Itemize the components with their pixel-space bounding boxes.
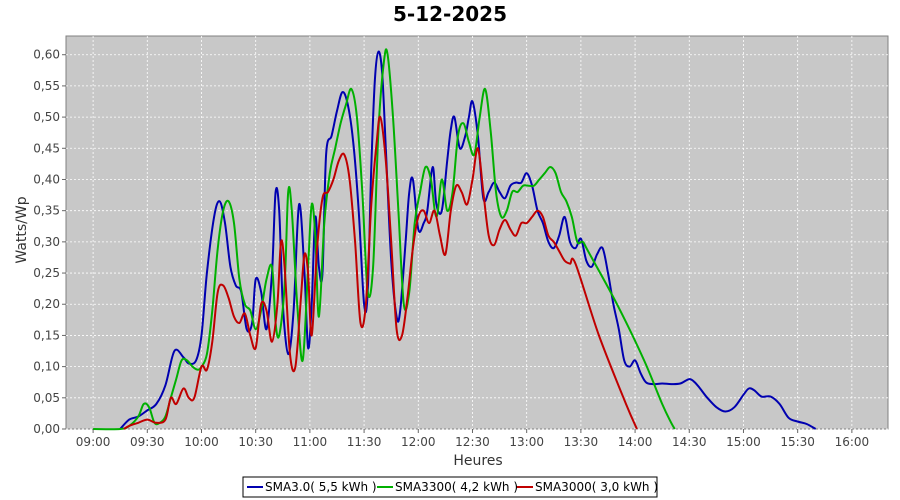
grid-lines bbox=[66, 36, 888, 430]
x-tick-label: 14:00 bbox=[618, 435, 653, 449]
x-axis-ticks: 09:00 09:30 10:00 10:30 11:00 11:30 12:00 12:30… bbox=[76, 429, 869, 449]
y-tick-label: 0,45 bbox=[33, 141, 60, 155]
plot-area bbox=[65, 35, 889, 430]
legend: SMA3.0( 5,5 kWh ) SMA3300( 4,2 kWh ) SMA30… bbox=[242, 476, 658, 498]
series-lines bbox=[93, 48, 817, 431]
x-tick-label: 09:00 bbox=[76, 435, 111, 449]
series-line-2 bbox=[123, 115, 638, 430]
x-tick-label: 13:30 bbox=[564, 435, 599, 449]
x-tick-label: 10:00 bbox=[184, 435, 219, 449]
y-tick-label: 0,50 bbox=[33, 110, 60, 124]
x-tick-label: 13:00 bbox=[509, 435, 544, 449]
x-tick-label: 09:30 bbox=[130, 435, 165, 449]
y-tick-label: 0,00 bbox=[33, 422, 60, 436]
y-tick-label: 0,30 bbox=[33, 235, 60, 249]
x-axis-label: Heures bbox=[453, 453, 502, 469]
legend-label-2: SMA3000( 3,0 kWh ) bbox=[535, 480, 658, 494]
y-tick-label: 0,35 bbox=[33, 204, 60, 218]
x-tick-label: 11:00 bbox=[293, 435, 328, 449]
y-axis-label: Watts/Wp bbox=[14, 196, 30, 263]
x-tick-label: 11:30 bbox=[347, 435, 382, 449]
x-tick-label: 12:30 bbox=[455, 435, 490, 449]
x-tick-label: 10:30 bbox=[238, 435, 273, 449]
x-tick-label: 15:00 bbox=[726, 435, 761, 449]
legend-label-0: SMA3.0( 5,5 kWh ) bbox=[265, 480, 377, 494]
legend-label-1: SMA3300( 4,2 kWh ) bbox=[395, 480, 518, 494]
y-tick-label: 0,55 bbox=[33, 79, 60, 93]
y-axis-ticks: 0,00 0,05 0,10 0,15 0,20 0,25 0,30 0,35 0,40 0,45… bbox=[33, 48, 66, 436]
x-tick-label: 12:00 bbox=[401, 435, 436, 449]
legend-box bbox=[242, 476, 658, 498]
y-tick-label: 0,15 bbox=[33, 328, 60, 342]
x-tick-label: 15:30 bbox=[780, 435, 815, 449]
chart-title: 5-12-2025 bbox=[393, 2, 507, 26]
y-tick-label: 0,05 bbox=[33, 391, 60, 405]
x-tick-label: 16:00 bbox=[835, 435, 870, 449]
y-tick-label: 0,25 bbox=[33, 266, 60, 280]
x-tick-label: 14:30 bbox=[672, 435, 707, 449]
y-tick-label: 0,20 bbox=[33, 297, 60, 311]
series-line-1 bbox=[93, 48, 676, 431]
series-line-0 bbox=[119, 50, 817, 430]
y-tick-label: 0,60 bbox=[33, 48, 60, 62]
y-tick-label: 0,10 bbox=[33, 360, 60, 374]
y-tick-label: 0,40 bbox=[33, 172, 60, 186]
